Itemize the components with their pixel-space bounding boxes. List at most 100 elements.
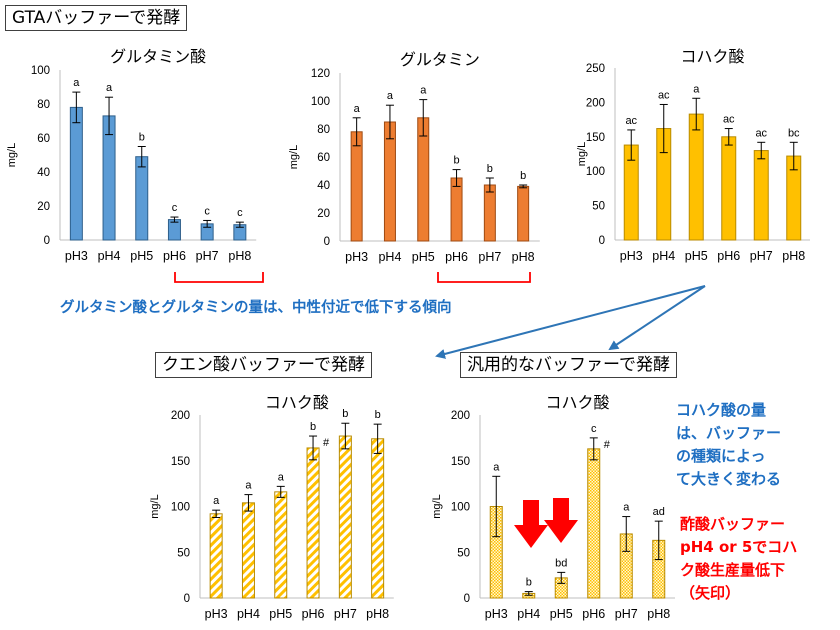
y-tick-label: 0 <box>464 593 470 605</box>
x-tick-label: pH5 <box>130 249 153 263</box>
significance-label: c <box>172 202 178 214</box>
significance-label: b <box>139 132 145 144</box>
x-tick-label: pH3 <box>620 249 643 263</box>
y-tick-label: 40 <box>37 167 50 179</box>
x-tick-label: pH4 <box>517 607 540 621</box>
x-tick-label: pH7 <box>478 250 501 264</box>
error-bar <box>654 520 663 561</box>
x-tick-label: pH8 <box>647 607 670 621</box>
significance-label: bd <box>555 557 567 569</box>
y-tick-label: 20 <box>317 208 330 220</box>
error-bar <box>309 435 318 461</box>
error-bar <box>235 221 244 228</box>
chart-title: グルタミン <box>400 51 480 69</box>
x-tick-label: pH6 <box>445 250 468 264</box>
y-axis-label: mg/L <box>576 142 588 166</box>
bracket-glutamic <box>174 272 264 283</box>
y-tick-label: 80 <box>37 99 50 111</box>
y-tick-label: 50 <box>457 547 470 559</box>
y-tick-label: 0 <box>324 236 330 248</box>
citric-buffer-title: クエン酸バッファーで発酵 <box>155 352 372 378</box>
significance-label: b <box>310 421 316 433</box>
error-bar <box>203 219 212 228</box>
succinic-acid-citric-chart: コハク酸 0 50 100 150 200 mg/L a pH3 a pH4 a pH5 b # pH6 b pH… <box>149 394 394 621</box>
significance-label: a <box>73 77 80 89</box>
y-tick-label: 200 <box>586 97 605 109</box>
chart-title: コハク酸 <box>545 394 609 412</box>
error-bar <box>519 184 528 189</box>
significance-label: b <box>487 163 493 175</box>
significance-label: a <box>387 90 394 102</box>
significance-label: a <box>693 83 700 95</box>
significance-label: a <box>213 495 220 507</box>
x-tick-label: pH6 <box>163 249 186 263</box>
error-bar <box>627 129 636 161</box>
error-bar <box>692 97 701 131</box>
y-tick-label: 20 <box>37 201 50 213</box>
x-tick-label: pH4 <box>652 249 675 263</box>
succinic-note: コハク酸の量 は、バッファー の種類によっ て大きく変わる <box>676 399 781 491</box>
y-axis-label: mg/L <box>149 494 161 518</box>
x-tick-label: pH6 <box>717 249 740 263</box>
significance-label: c <box>237 207 243 219</box>
x-tick-label: pH3 <box>345 250 368 264</box>
significance-label: a <box>278 471 285 483</box>
error-bar <box>137 146 146 168</box>
y-axis-label: mg/L <box>288 145 300 169</box>
error-bar <box>659 103 668 154</box>
succinic-note-line: コハク酸の量 <box>676 401 767 419</box>
significance-label: ac <box>755 127 767 139</box>
down-arrow-icon <box>544 498 578 543</box>
acetic-note: 酢酸バッファー pH4 or 5でコハ ク酸生産量低下 （矢印） <box>680 513 797 605</box>
significance-label: ad <box>653 506 665 518</box>
error-bar <box>452 169 461 187</box>
significance-label: ac <box>658 89 670 101</box>
y-tick-label: 80 <box>317 124 330 136</box>
error-bar <box>589 437 598 461</box>
error-bar <box>212 509 221 518</box>
x-tick-label: pH5 <box>550 607 573 621</box>
significance-label: c <box>204 205 210 217</box>
x-tick-label: pH6 <box>302 607 325 621</box>
x-tick-label: pH7 <box>196 249 219 263</box>
significance-label: a <box>493 461 500 473</box>
error-bar <box>419 99 428 137</box>
significance-label: b <box>375 409 381 421</box>
x-tick-label: pH7 <box>750 249 773 263</box>
x-tick-label: pH4 <box>378 250 401 264</box>
significance-label: a <box>106 82 113 94</box>
error-bar <box>72 91 81 124</box>
significance-label: b <box>342 408 348 420</box>
acetic-note-line: （矢印） <box>680 584 741 602</box>
y-tick-label: 50 <box>592 201 605 213</box>
arrow-to-citric <box>435 285 706 359</box>
y-tick-label: 150 <box>171 456 190 468</box>
y-tick-label: 100 <box>31 65 50 77</box>
y-tick-label: 0 <box>184 593 190 605</box>
error-bar <box>105 96 114 136</box>
hash-mark: # <box>323 437 330 449</box>
y-tick-label: 200 <box>171 410 190 422</box>
significance-label: a <box>420 85 427 97</box>
glutamine-chart: グルタミン 0 20 40 60 80 100 120 mg/L a pH3 a pH4 a pH5 b pH6… <box>288 51 540 264</box>
error-bar <box>244 494 253 512</box>
x-tick-label: pH7 <box>615 607 638 621</box>
y-tick-label: 100 <box>171 502 190 514</box>
significance-label: ac <box>723 114 735 126</box>
x-tick-label: pH3 <box>485 607 508 621</box>
significance-label: c <box>591 423 597 435</box>
succinic-acid-gta-chart: コハク酸 0 50 100 150 200 250 mg/L ac pH3 ac pH4 a pH5 ac p… <box>576 48 810 263</box>
error-bar <box>341 422 350 450</box>
x-tick-label: pH8 <box>228 249 251 263</box>
error-bar <box>385 104 394 140</box>
error-bar <box>757 141 766 160</box>
y-tick-label: 0 <box>599 235 605 247</box>
significance-label: bc <box>788 127 800 139</box>
significance-label: a <box>245 480 252 492</box>
chart-title: コハク酸 <box>265 394 329 412</box>
y-tick-label: 60 <box>37 133 50 145</box>
y-tick-label: 250 <box>586 63 605 75</box>
hash-mark: # <box>604 439 611 451</box>
x-tick-label: pH5 <box>685 249 708 263</box>
